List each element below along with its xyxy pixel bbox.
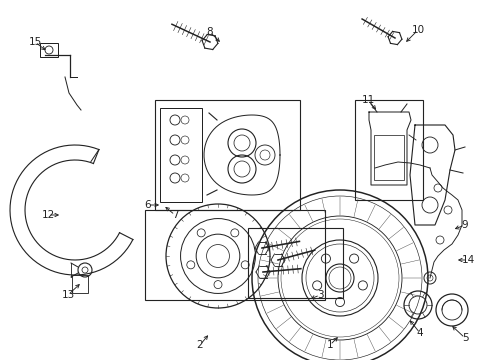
Text: 7: 7	[172, 210, 178, 220]
Text: 5: 5	[462, 333, 468, 343]
Text: 8: 8	[207, 27, 213, 37]
Text: 6: 6	[145, 200, 151, 210]
Text: 14: 14	[462, 255, 475, 265]
Text: 11: 11	[362, 95, 375, 105]
Bar	[248, 228, 343, 298]
Bar	[160, 108, 202, 202]
Bar	[155, 100, 300, 210]
Text: 4: 4	[416, 328, 423, 338]
Bar	[145, 210, 325, 300]
Text: 2: 2	[196, 340, 203, 350]
Text: 10: 10	[412, 25, 424, 35]
Bar	[374, 135, 404, 180]
Text: 1: 1	[327, 340, 333, 350]
Text: 12: 12	[41, 210, 54, 220]
Text: 3: 3	[317, 290, 323, 300]
Bar	[355, 100, 423, 200]
Text: 15: 15	[28, 37, 42, 47]
Text: 13: 13	[61, 290, 74, 300]
Bar	[72, 275, 88, 293]
Text: 9: 9	[462, 220, 468, 230]
Bar	[40, 43, 58, 57]
